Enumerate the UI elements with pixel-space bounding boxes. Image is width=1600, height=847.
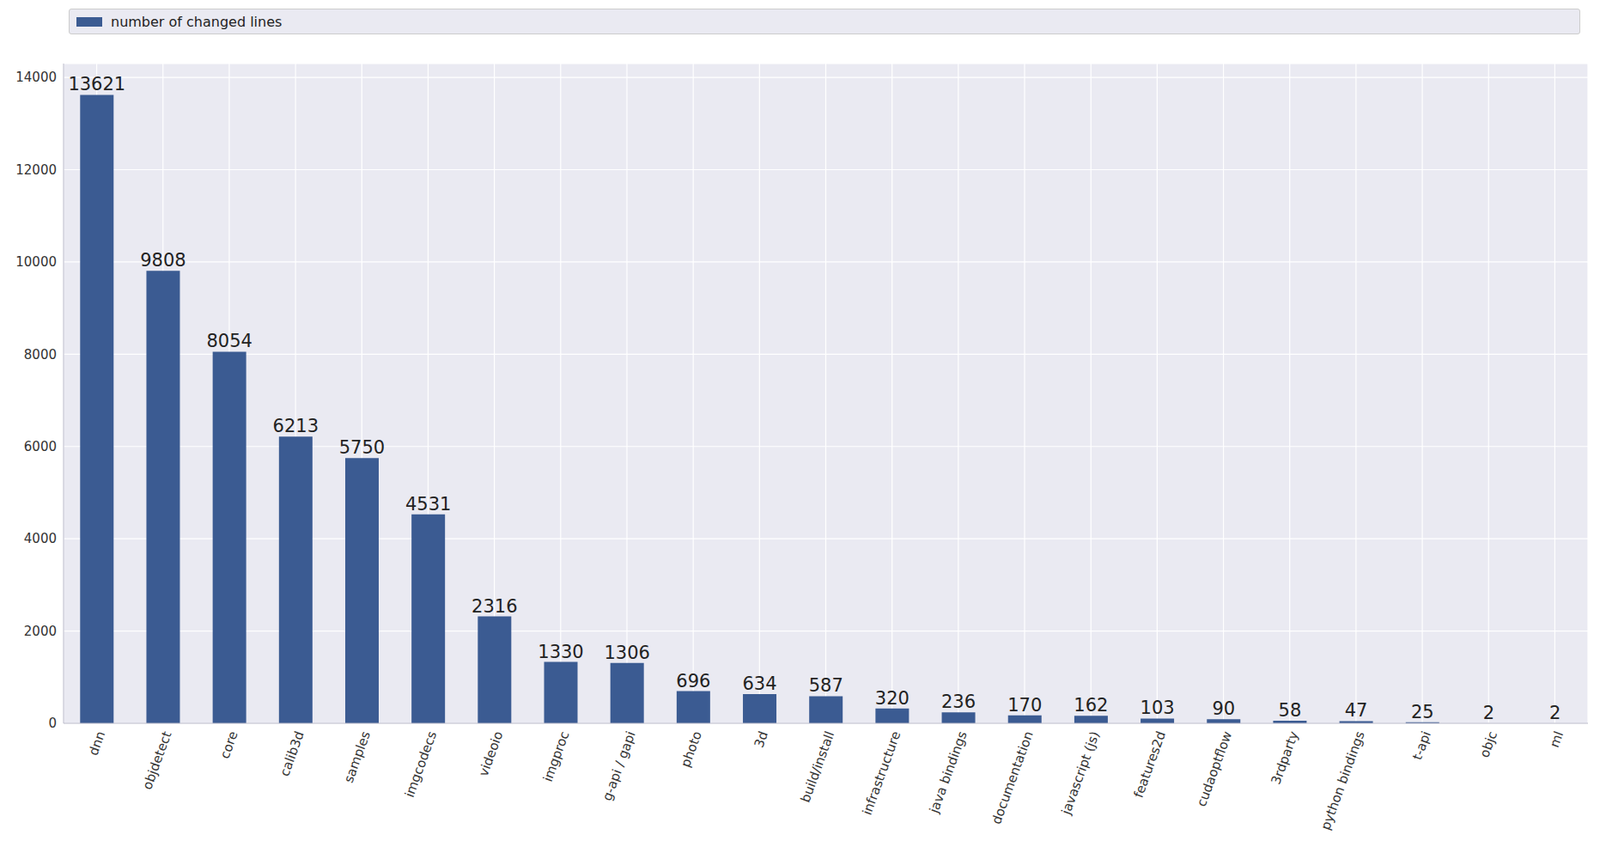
svg-text:imgproc: imgproc (540, 729, 573, 785)
svg-text:documentation: documentation (988, 729, 1037, 827)
svg-text:0: 0 (48, 715, 57, 731)
html-text:number of changed lines: number of changed lines (110, 13, 283, 30)
svg-text:2: 2 (1483, 702, 1495, 724)
svg-text:3d: 3d (751, 729, 772, 750)
svg-text:features2d: features2d (1131, 729, 1170, 800)
svg-text:587: 587 (809, 675, 844, 696)
svg-text:9808: 9808 (139, 249, 186, 271)
svg-text:90: 90 (1211, 698, 1235, 719)
svg-text:3rdparty: 3rdparty (1267, 729, 1302, 787)
svg-text:t-api: t-api (1409, 729, 1435, 762)
svg-text:build/install: build/install (797, 729, 839, 805)
svg-text:javascript (js): javascript (js) (1058, 729, 1103, 818)
svg-text:634: 634 (742, 673, 777, 694)
svg-text:objdetect: objdetect (139, 729, 175, 792)
svg-text:2316: 2316 (471, 596, 518, 617)
svg-text:calib3d: calib3d (276, 729, 308, 779)
svg-text:14000: 14000 (15, 69, 57, 86)
svg-text:1330: 1330 (537, 641, 584, 663)
svg-text:8054: 8054 (206, 330, 252, 352)
svg-text:1306: 1306 (603, 642, 650, 664)
svg-text:4531: 4531 (405, 493, 451, 515)
svg-text:g-api / gapi: g-api / gapi (599, 729, 639, 804)
svg-text:58: 58 (1278, 699, 1302, 721)
svg-text:ml: ml (1546, 729, 1567, 750)
svg-text:25: 25 (1411, 701, 1435, 723)
svg-text:cudaoptflow: cudaoptflow (1193, 729, 1235, 810)
svg-text:696: 696 (675, 670, 711, 692)
svg-text:236: 236 (941, 691, 976, 712)
svg-text:5750: 5750 (339, 437, 385, 458)
svg-text:103: 103 (1140, 697, 1175, 718)
svg-text:6000: 6000 (24, 438, 57, 455)
svg-text:170: 170 (1007, 694, 1042, 716)
svg-text:13621: 13621 (67, 73, 126, 95)
svg-text:8000: 8000 (24, 346, 57, 363)
svg-text:videoio: videoio (475, 729, 506, 779)
svg-text:core: core (217, 729, 242, 761)
svg-text:java bindings: java bindings (925, 729, 970, 816)
svg-text:2: 2 (1549, 702, 1561, 724)
svg-text:objc: objc (1476, 729, 1501, 760)
svg-text:320: 320 (875, 687, 910, 709)
svg-text:photo: photo (677, 729, 706, 770)
svg-text:4000: 4000 (24, 530, 57, 547)
svg-text:infrastructure: infrastructure (859, 729, 905, 817)
svg-text:2000: 2000 (24, 623, 57, 639)
svg-text:6213: 6213 (273, 415, 319, 437)
svg-text:12000: 12000 (15, 162, 57, 178)
svg-text:47: 47 (1344, 699, 1369, 721)
svg-text:dnn: dnn (85, 729, 110, 758)
svg-text:162: 162 (1073, 694, 1108, 716)
svg-text:imgcodecs: imgcodecs (401, 729, 441, 800)
svg-text:samples: samples (340, 729, 374, 785)
svg-text:10000: 10000 (15, 254, 57, 270)
svg-text:python bindings: python bindings (1317, 729, 1368, 833)
